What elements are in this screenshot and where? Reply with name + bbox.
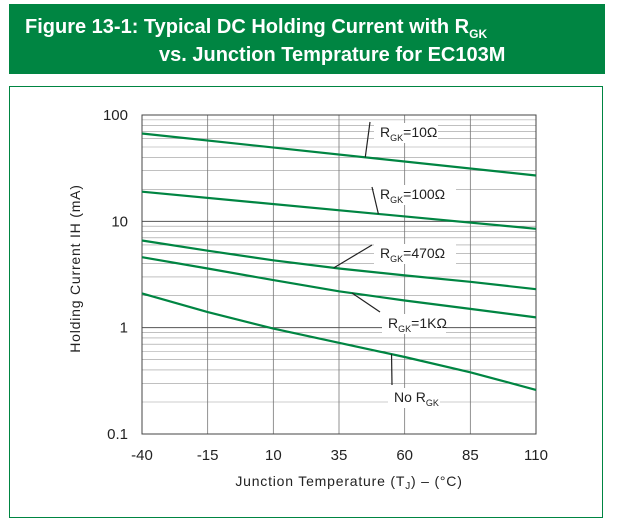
series-line [141, 256, 537, 319]
y-tick-label: 10 [111, 213, 128, 230]
series-label-box [374, 185, 456, 205]
series-label: No RGK [394, 389, 439, 408]
x-tick-label: 85 [462, 447, 479, 464]
figure-title-line-1: Figure 13-1: Typical DC Holding Current … [25, 16, 487, 41]
x-tick-label: 110 [524, 447, 548, 464]
x-tick-label: -15 [197, 447, 219, 464]
x-tick-label: -40 [131, 447, 153, 464]
series-label: RGK=10Ω [380, 124, 437, 143]
series-leader-line [333, 244, 373, 269]
y-tick-label: 0.1 [107, 426, 128, 443]
chart-frame [9, 86, 603, 518]
series-leader-line [371, 186, 379, 215]
figure-title-subscript: GK [469, 27, 488, 41]
series-label-box [374, 123, 438, 143]
series-label-box [388, 388, 440, 408]
series-leader-line [351, 292, 381, 313]
x-tick-label: 35 [331, 447, 348, 464]
x-axis-title: Junction Temperature (TJ) – (°C) [235, 473, 462, 492]
series-line [141, 239, 537, 291]
y-axis-title: Holding Current IH (mA) [67, 184, 83, 353]
x-tick-label: 10 [265, 447, 282, 464]
y-tick-label: 1 [120, 320, 128, 337]
series-label: RGK=100Ω [380, 186, 445, 205]
series-label-box [374, 244, 456, 264]
series-line [141, 292, 537, 391]
y-tick-label: 100 [103, 107, 128, 124]
series-leader-line [364, 121, 371, 158]
figure-title-line-2: vs. Junction Temprature for EC103M [159, 44, 506, 66]
plot-border [141, 114, 537, 435]
series-label: RGK=1KΩ [388, 315, 447, 334]
figure-title-text: Figure 13-1: Typical DC Holding Current … [25, 16, 470, 38]
series-label-box [382, 314, 446, 334]
figure-header: Figure 13-1: Typical DC Holding Current … [9, 4, 605, 74]
series-line [141, 190, 537, 230]
x-tick-label: 60 [396, 447, 413, 464]
series-line [141, 132, 537, 177]
series-label: RGK=470Ω [380, 245, 445, 264]
